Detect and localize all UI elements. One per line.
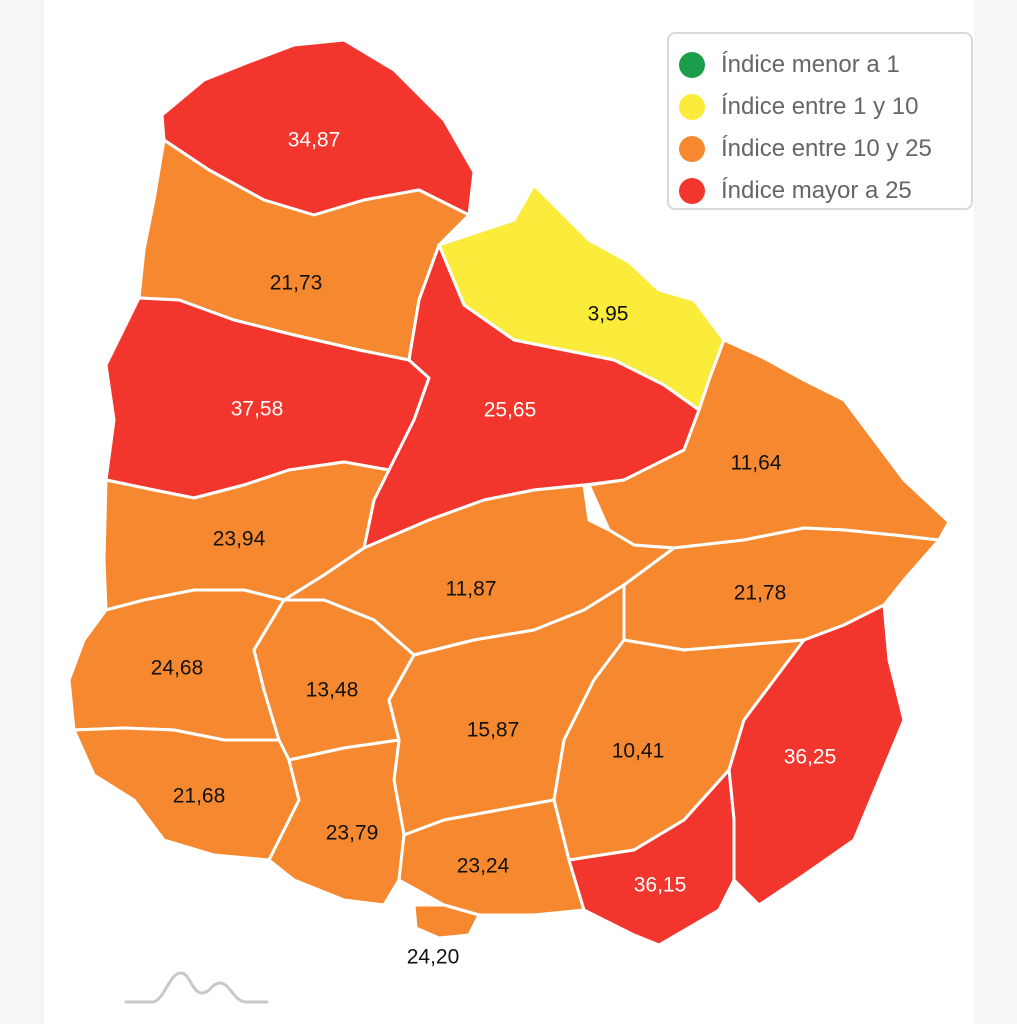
dept-montevideo[interactable] — [412, 903, 481, 940]
label-canelones: 23,24 — [457, 855, 510, 878]
legend-item-red: Índice mayor a 25 — [679, 170, 971, 212]
legend-item-yellow: Índice entre 1 y 10 — [679, 86, 971, 128]
map-page: 34,87 21,73 3,95 37,58 25,65 11,64 23,94… — [44, 0, 974, 1024]
legend-label: Índice menor a 1 — [721, 51, 900, 78]
legend-label: Índice entre 10 y 25 — [721, 135, 932, 162]
legend-dot-icon — [679, 94, 705, 120]
label-san-jose: 23,79 — [326, 822, 379, 845]
legend: Índice menor a 1 Índice entre 1 y 10 Índ… — [667, 32, 973, 210]
label-tacuarembo: 25,65 — [484, 399, 537, 422]
legend-label: Índice entre 1 y 10 — [721, 93, 919, 120]
label-montevideo: 24,20 — [407, 946, 460, 969]
dept-maldonado[interactable] — [567, 768, 736, 947]
label-rocha: 36,25 — [784, 746, 837, 769]
legend-item-orange: Índice entre 10 y 25 — [679, 128, 971, 170]
legend-dot-icon — [679, 136, 705, 162]
dept-rocha[interactable] — [727, 603, 906, 907]
legend-label: Índice mayor a 25 — [721, 177, 912, 204]
label-maldonado: 36,15 — [634, 874, 687, 897]
label-lavalleja: 10,41 — [612, 740, 665, 763]
legend-item-green: Índice menor a 1 — [679, 44, 971, 86]
label-paysandu: 37,58 — [231, 398, 284, 421]
label-florida: 15,87 — [467, 719, 520, 742]
label-soriano: 24,68 — [151, 657, 204, 680]
mountain-logo-icon — [124, 971, 269, 1004]
label-cerro-largo: 11,64 — [731, 452, 782, 475]
label-flores: 13,48 — [306, 679, 359, 702]
label-salto: 21,73 — [270, 272, 323, 295]
label-artigas: 34,87 — [288, 129, 341, 152]
legend-dot-icon — [679, 178, 705, 204]
label-colonia: 21,68 — [173, 785, 226, 808]
label-durazno: 11,87 — [446, 578, 497, 601]
dept-san-jose[interactable] — [267, 738, 406, 907]
legend-dot-icon — [679, 52, 705, 78]
uruguay-choropleth-map: 34,87 21,73 3,95 37,58 25,65 11,64 23,94… — [67, 38, 951, 969]
label-treinta-y-tres: 21,78 — [734, 582, 787, 605]
label-rio-negro: 23,94 — [213, 528, 266, 551]
label-rivera: 3,95 — [588, 303, 629, 326]
